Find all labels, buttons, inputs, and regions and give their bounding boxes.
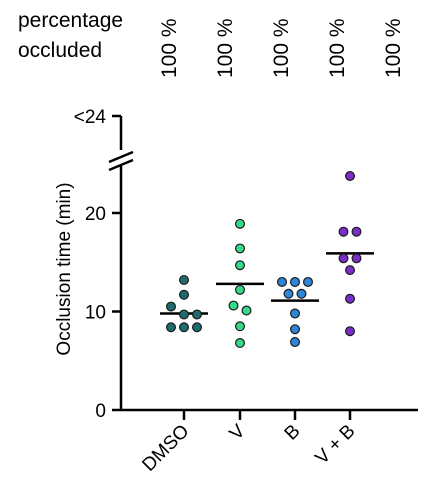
data-point — [235, 284, 246, 295]
data-point — [296, 288, 307, 299]
data-point — [345, 293, 356, 304]
data-point — [235, 243, 246, 254]
data-point — [338, 253, 349, 264]
data-point — [345, 326, 356, 337]
data-point — [303, 276, 314, 287]
data-point — [283, 288, 294, 299]
data-point — [166, 322, 177, 333]
data-point — [345, 171, 356, 182]
data-point — [166, 301, 177, 312]
data-point — [192, 309, 203, 320]
data-marks — [160, 171, 374, 349]
y-tick-label: 0 — [95, 401, 106, 422]
x-category-label: V — [226, 420, 250, 444]
data-point — [277, 276, 288, 287]
y-tick-label: 10 — [85, 303, 106, 324]
data-point — [179, 322, 190, 333]
data-point — [290, 308, 301, 319]
data-point — [235, 321, 246, 332]
y-ticks: 0 10 20 <24 — [74, 107, 121, 422]
data-point — [290, 337, 301, 348]
data-point — [228, 300, 239, 311]
data-point — [338, 226, 349, 237]
data-point — [290, 276, 301, 287]
x-categories: DMSO V B V + B — [138, 410, 360, 476]
percent-occluded-label: 100 % — [382, 18, 405, 78]
percent-occluded-label: 100 % — [158, 18, 181, 78]
data-point — [351, 253, 362, 264]
data-point — [179, 309, 190, 320]
header-percentage-label: percentage — [18, 9, 123, 32]
data-point — [192, 322, 203, 333]
data-point — [345, 265, 356, 276]
data-point — [241, 305, 252, 316]
y-tick-label: 20 — [85, 204, 106, 225]
header-occluded-label: occluded — [18, 39, 102, 62]
percent-occluded-row: 100 % 100 % 100 % 100 % 100 % — [158, 18, 405, 78]
data-point — [179, 289, 190, 300]
x-category-label: V + B — [311, 421, 359, 469]
data-point — [235, 338, 246, 349]
axis-break-marker — [108, 150, 134, 172]
y-tick-label: <24 — [74, 107, 107, 128]
data-point — [351, 226, 362, 237]
y-axis-title: Occlusion time (min) — [54, 182, 75, 355]
data-point — [179, 274, 190, 285]
percent-occluded-label: 100 % — [326, 18, 349, 78]
x-category-label: DMSO — [138, 421, 193, 476]
data-point — [235, 260, 246, 271]
percent-occluded-label: 100 % — [214, 18, 237, 78]
data-point — [290, 324, 301, 335]
x-category-label: B — [281, 421, 305, 445]
percent-occluded-label: 100 % — [270, 18, 293, 78]
data-point — [235, 218, 246, 229]
